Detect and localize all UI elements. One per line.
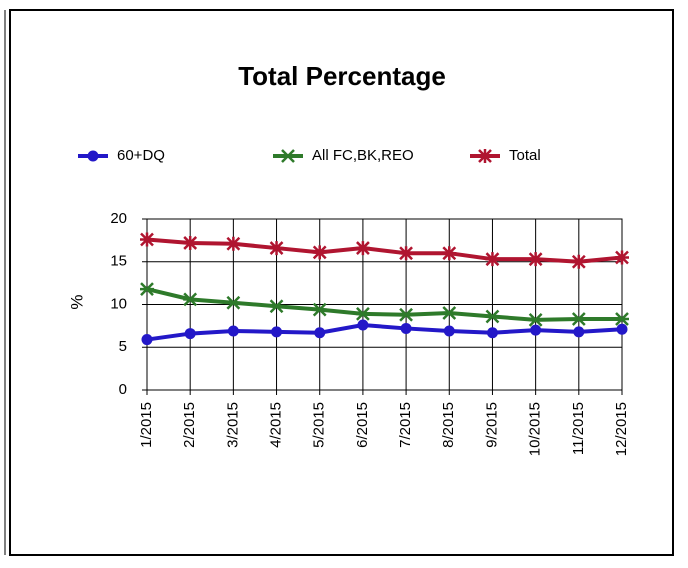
- x-tick-label: 10/2015: [527, 402, 544, 456]
- data-point: [140, 282, 154, 296]
- data-point: [400, 322, 412, 334]
- data-point: [357, 319, 369, 331]
- series-line: [146, 237, 623, 264]
- legend-marker: [87, 150, 99, 162]
- data-point: [615, 250, 629, 265]
- data-point: [528, 252, 543, 267]
- data-point: [227, 325, 239, 337]
- data-point: [183, 235, 198, 250]
- data-point: [571, 254, 586, 269]
- y-tick-label: 0: [119, 381, 127, 398]
- data-point: [312, 302, 327, 317]
- series-line: [146, 287, 622, 322]
- data-point: [226, 295, 241, 310]
- data-point: [399, 246, 414, 261]
- data-point: [141, 334, 153, 346]
- data-point: [269, 241, 284, 256]
- data-point: [355, 307, 370, 321]
- data-point: [615, 312, 629, 326]
- data-point: [443, 325, 455, 337]
- data-point: [486, 327, 498, 339]
- data-point: [184, 328, 196, 340]
- chart-frame: [9, 9, 674, 556]
- data-point: [399, 307, 414, 322]
- legend-label: Total: [509, 147, 541, 164]
- x-tick-label: 4/2015: [268, 402, 285, 448]
- data-point: [528, 313, 543, 327]
- x-tick-label: 8/2015: [440, 402, 457, 448]
- data-point: [442, 306, 457, 320]
- data-point: [312, 245, 327, 260]
- data-point: [573, 326, 585, 338]
- data-point: [314, 327, 326, 339]
- data-point: [226, 236, 241, 251]
- y-tick-label: 5: [119, 338, 127, 355]
- series-line: [146, 323, 623, 342]
- legend-label: All FC,BK,REO: [312, 147, 414, 164]
- legend-marker: [281, 149, 295, 163]
- y-tick-label: 10: [110, 295, 127, 312]
- data-point: [485, 309, 500, 324]
- y-tick-label: 15: [110, 253, 127, 270]
- x-tick-label: 9/2015: [483, 402, 500, 448]
- x-tick-label: 2/2015: [181, 402, 198, 448]
- data-point: [355, 241, 370, 256]
- y-tick-label: 20: [110, 210, 127, 227]
- data-point: [571, 312, 586, 326]
- x-tick-label: 5/2015: [311, 402, 328, 448]
- data-point: [271, 326, 283, 338]
- data-point: [442, 246, 457, 261]
- x-tick-label: 6/2015: [354, 402, 371, 448]
- data-point: [183, 292, 198, 307]
- data-point: [616, 323, 628, 335]
- legend-label: 60+DQ: [117, 147, 165, 164]
- data-point: [140, 232, 154, 247]
- data-point: [485, 252, 500, 267]
- y-axis-label: %: [67, 294, 86, 309]
- x-tick-label: 7/2015: [397, 402, 414, 448]
- x-tick-label: 3/2015: [224, 402, 241, 448]
- legend-marker: [478, 149, 492, 163]
- data-point: [269, 299, 284, 314]
- x-tick-label: 12/2015: [613, 402, 630, 456]
- data-point: [530, 324, 542, 336]
- x-tick-label: 11/2015: [570, 402, 587, 455]
- chart-title: Total Percentage: [238, 61, 446, 91]
- x-tick-label: 1/2015: [138, 402, 155, 448]
